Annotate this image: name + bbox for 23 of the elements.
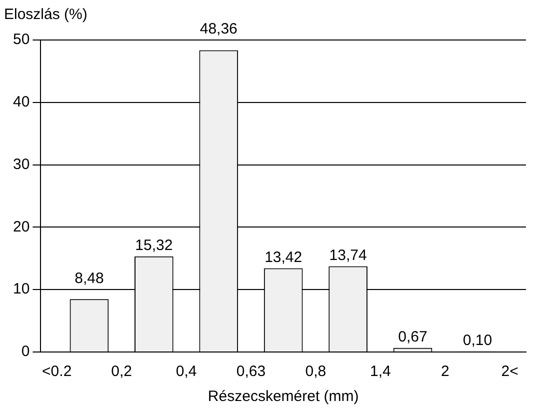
x-tick-label: <0.2: [42, 363, 72, 380]
data-label: 8,48: [74, 270, 104, 288]
x-tick-label: 2: [440, 363, 450, 380]
x-tick-label: 2<: [501, 363, 519, 380]
x-tick-label: 0,8: [305, 363, 326, 380]
data-label: 13,42: [264, 248, 302, 266]
x-tick-label: 0,4: [176, 363, 197, 380]
data-label: 0,10: [462, 332, 492, 350]
y-tick-label: 30: [12, 156, 30, 173]
y-tick-label: 40: [12, 94, 30, 111]
y-tick-label: 10: [12, 280, 30, 298]
y-tick-label: 0: [21, 343, 30, 360]
x-tick-label: 0,63: [236, 363, 266, 380]
y-tick-label: 20: [12, 218, 30, 236]
data-label: 15,32: [135, 237, 173, 254]
x-axis-title: Részecskeméret (mm): [208, 388, 359, 406]
y-axis-title: Eloszlás (%): [4, 6, 88, 23]
data-label: 0,67: [398, 328, 428, 346]
data-label: 48,36: [200, 20, 238, 38]
data-label: 13,74: [329, 246, 367, 264]
y-tick-label: 50: [12, 31, 30, 48]
x-tick-label: 0,2: [111, 363, 132, 380]
x-tick-label: 1,4: [370, 363, 391, 380]
